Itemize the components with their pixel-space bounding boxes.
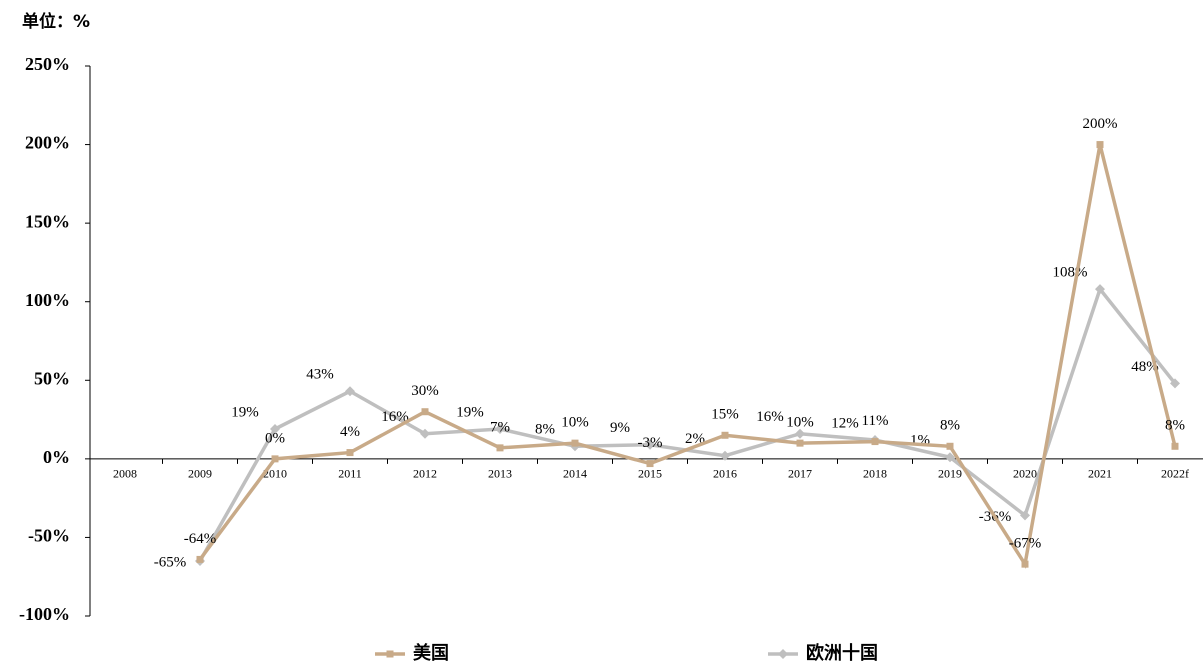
y-tick-label: 100% (25, 290, 70, 310)
x-tick-label: 2012 (413, 467, 437, 481)
data-label: 48% (1131, 359, 1159, 375)
data-label: 4% (340, 424, 360, 440)
y-tick-label: 150% (25, 211, 70, 231)
y-tick-label: -50% (28, 526, 70, 546)
unit-label: 单位：% (22, 11, 90, 32)
data-point (571, 439, 579, 447)
data-point (645, 439, 655, 450)
data-label: 19% (231, 404, 259, 420)
legend-label: 欧洲十国 (806, 642, 878, 664)
data-point (271, 455, 279, 463)
data-label: 8% (1165, 418, 1185, 434)
y-tick-label: 250% (25, 54, 70, 74)
data-point (720, 450, 730, 461)
data-point (1170, 378, 1180, 389)
data-point (421, 408, 429, 416)
x-tick-label: 2013 (488, 467, 512, 481)
x-tick-label: 2019 (938, 467, 962, 481)
data-point (946, 442, 954, 450)
x-tick-label: 2011 (338, 467, 362, 481)
data-label: 0% (265, 430, 285, 446)
y-tick-label: -100% (19, 604, 70, 624)
data-label: -64% (184, 531, 217, 547)
data-label: 8% (535, 422, 555, 438)
data-label: 108% (1053, 265, 1088, 281)
data-point (1171, 442, 1179, 450)
data-label: -3% (638, 435, 663, 451)
data-label: 43% (306, 367, 334, 383)
data-point (495, 424, 505, 434)
data-point (796, 439, 804, 447)
x-tick-label: 2018 (863, 467, 887, 481)
x-tick-label: 2022f (1161, 467, 1189, 481)
x-tick-label: 2010 (263, 467, 287, 481)
y-tick-label: 200% (25, 133, 70, 153)
data-label: 12% (831, 415, 859, 431)
data-label: 10% (786, 415, 814, 431)
data-point (1020, 510, 1030, 521)
series-line (198, 144, 1177, 569)
data-point (196, 555, 204, 563)
data-label: 16% (756, 409, 784, 425)
data-point (1021, 560, 1029, 568)
data-point (945, 452, 955, 463)
data-label: -65% (154, 554, 187, 570)
y-tick-label: 0% (43, 447, 70, 467)
data-point (420, 428, 430, 439)
data-label: 16% (381, 409, 409, 425)
legend-label: 美国 (413, 642, 449, 664)
x-tick-label: 2021 (1088, 467, 1112, 481)
x-tick-label: 2015 (638, 467, 662, 481)
data-point (721, 431, 729, 439)
data-point (871, 438, 879, 446)
data-point (346, 449, 354, 457)
data-point (345, 386, 355, 397)
x-tick-label: 2014 (563, 467, 587, 481)
data-point (795, 428, 805, 439)
data-point (496, 444, 504, 452)
data-label: 9% (610, 420, 630, 436)
x-tick-label: 2008 (113, 467, 137, 481)
data-label: 11% (862, 413, 889, 429)
legend-marker (386, 650, 394, 658)
data-label: 15% (711, 407, 739, 423)
data-label: 8% (940, 418, 960, 434)
x-tick-label: 2017 (788, 467, 812, 481)
x-tick-label: 2020 (1013, 467, 1037, 481)
data-label: 200% (1083, 116, 1118, 132)
x-tick-label: 2016 (713, 467, 737, 481)
data-point (1095, 284, 1105, 295)
legend-marker (778, 649, 788, 659)
data-label: 30% (411, 383, 439, 399)
data-point (270, 424, 280, 434)
data-label: 19% (456, 404, 484, 420)
y-tick-label: 50% (34, 368, 70, 388)
data-label: 7% (490, 419, 510, 435)
data-label: -67% (1009, 536, 1042, 552)
x-tick-label: 2009 (188, 467, 212, 481)
data-point (1096, 141, 1104, 149)
data-point (646, 460, 654, 468)
data-label: 10% (561, 415, 589, 431)
